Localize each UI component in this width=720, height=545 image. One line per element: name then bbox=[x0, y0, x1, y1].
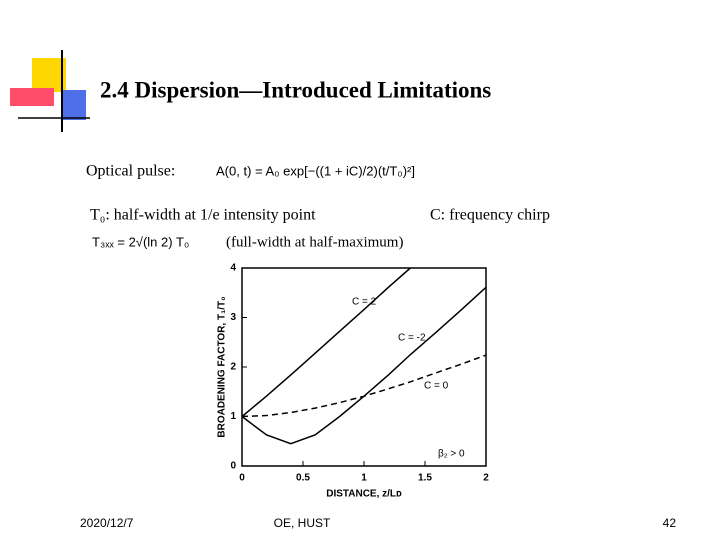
chirp-note: C: frequency chirp bbox=[430, 207, 550, 224]
series-line bbox=[241, 354, 487, 418]
x-tick-label: 0 bbox=[239, 473, 245, 484]
x-tick-label: 1.5 bbox=[418, 473, 432, 484]
fwhm-note: (full-width at half-maximum) bbox=[226, 234, 403, 250]
series-label: C = -2 bbox=[398, 333, 426, 344]
series-label: C = 0 bbox=[424, 381, 449, 392]
y-tick-label: 1 bbox=[230, 411, 236, 422]
series-label: C = 2 bbox=[352, 297, 377, 308]
annotation: β₂ > 0 bbox=[438, 449, 465, 460]
x-axis-label: DISTANCE, z/Lᴅ bbox=[326, 489, 402, 500]
y-axis-label: BROADENING FACTOR, T₁/T₀ bbox=[217, 296, 228, 437]
slide-title: 2.4 Dispersion—Introduced Limitations bbox=[100, 77, 491, 102]
y-tick-label: 2 bbox=[230, 362, 236, 373]
footer-date: 2020/12/7 bbox=[80, 516, 134, 530]
x-tick-label: 0.5 bbox=[296, 473, 310, 484]
y-tick-label: 0 bbox=[230, 461, 236, 472]
pulse-label: Optical pulse: bbox=[86, 163, 175, 180]
y-tick-label: 4 bbox=[230, 263, 236, 274]
t0-note: T₀: half-width at 1/e intensity point bbox=[90, 207, 316, 224]
x-tick-label: 2 bbox=[483, 473, 489, 484]
footer-org: OE, HUST bbox=[274, 516, 331, 530]
x-tick-label: 1 bbox=[361, 473, 367, 484]
pulse-equation: A(0, t) = A₀ exp[−((1 + iC)/2)(t/T₀)²] bbox=[216, 163, 415, 178]
deco-square bbox=[10, 88, 54, 106]
series-line bbox=[241, 267, 411, 418]
series-line bbox=[241, 286, 487, 445]
footer-page: 42 bbox=[663, 516, 677, 530]
y-tick-label: 3 bbox=[230, 312, 236, 323]
deco-square bbox=[32, 58, 66, 92]
deco-square bbox=[62, 90, 86, 120]
fwhm-equation: T₃ₓₓ = 2√(ln 2) T₀ bbox=[92, 234, 189, 249]
